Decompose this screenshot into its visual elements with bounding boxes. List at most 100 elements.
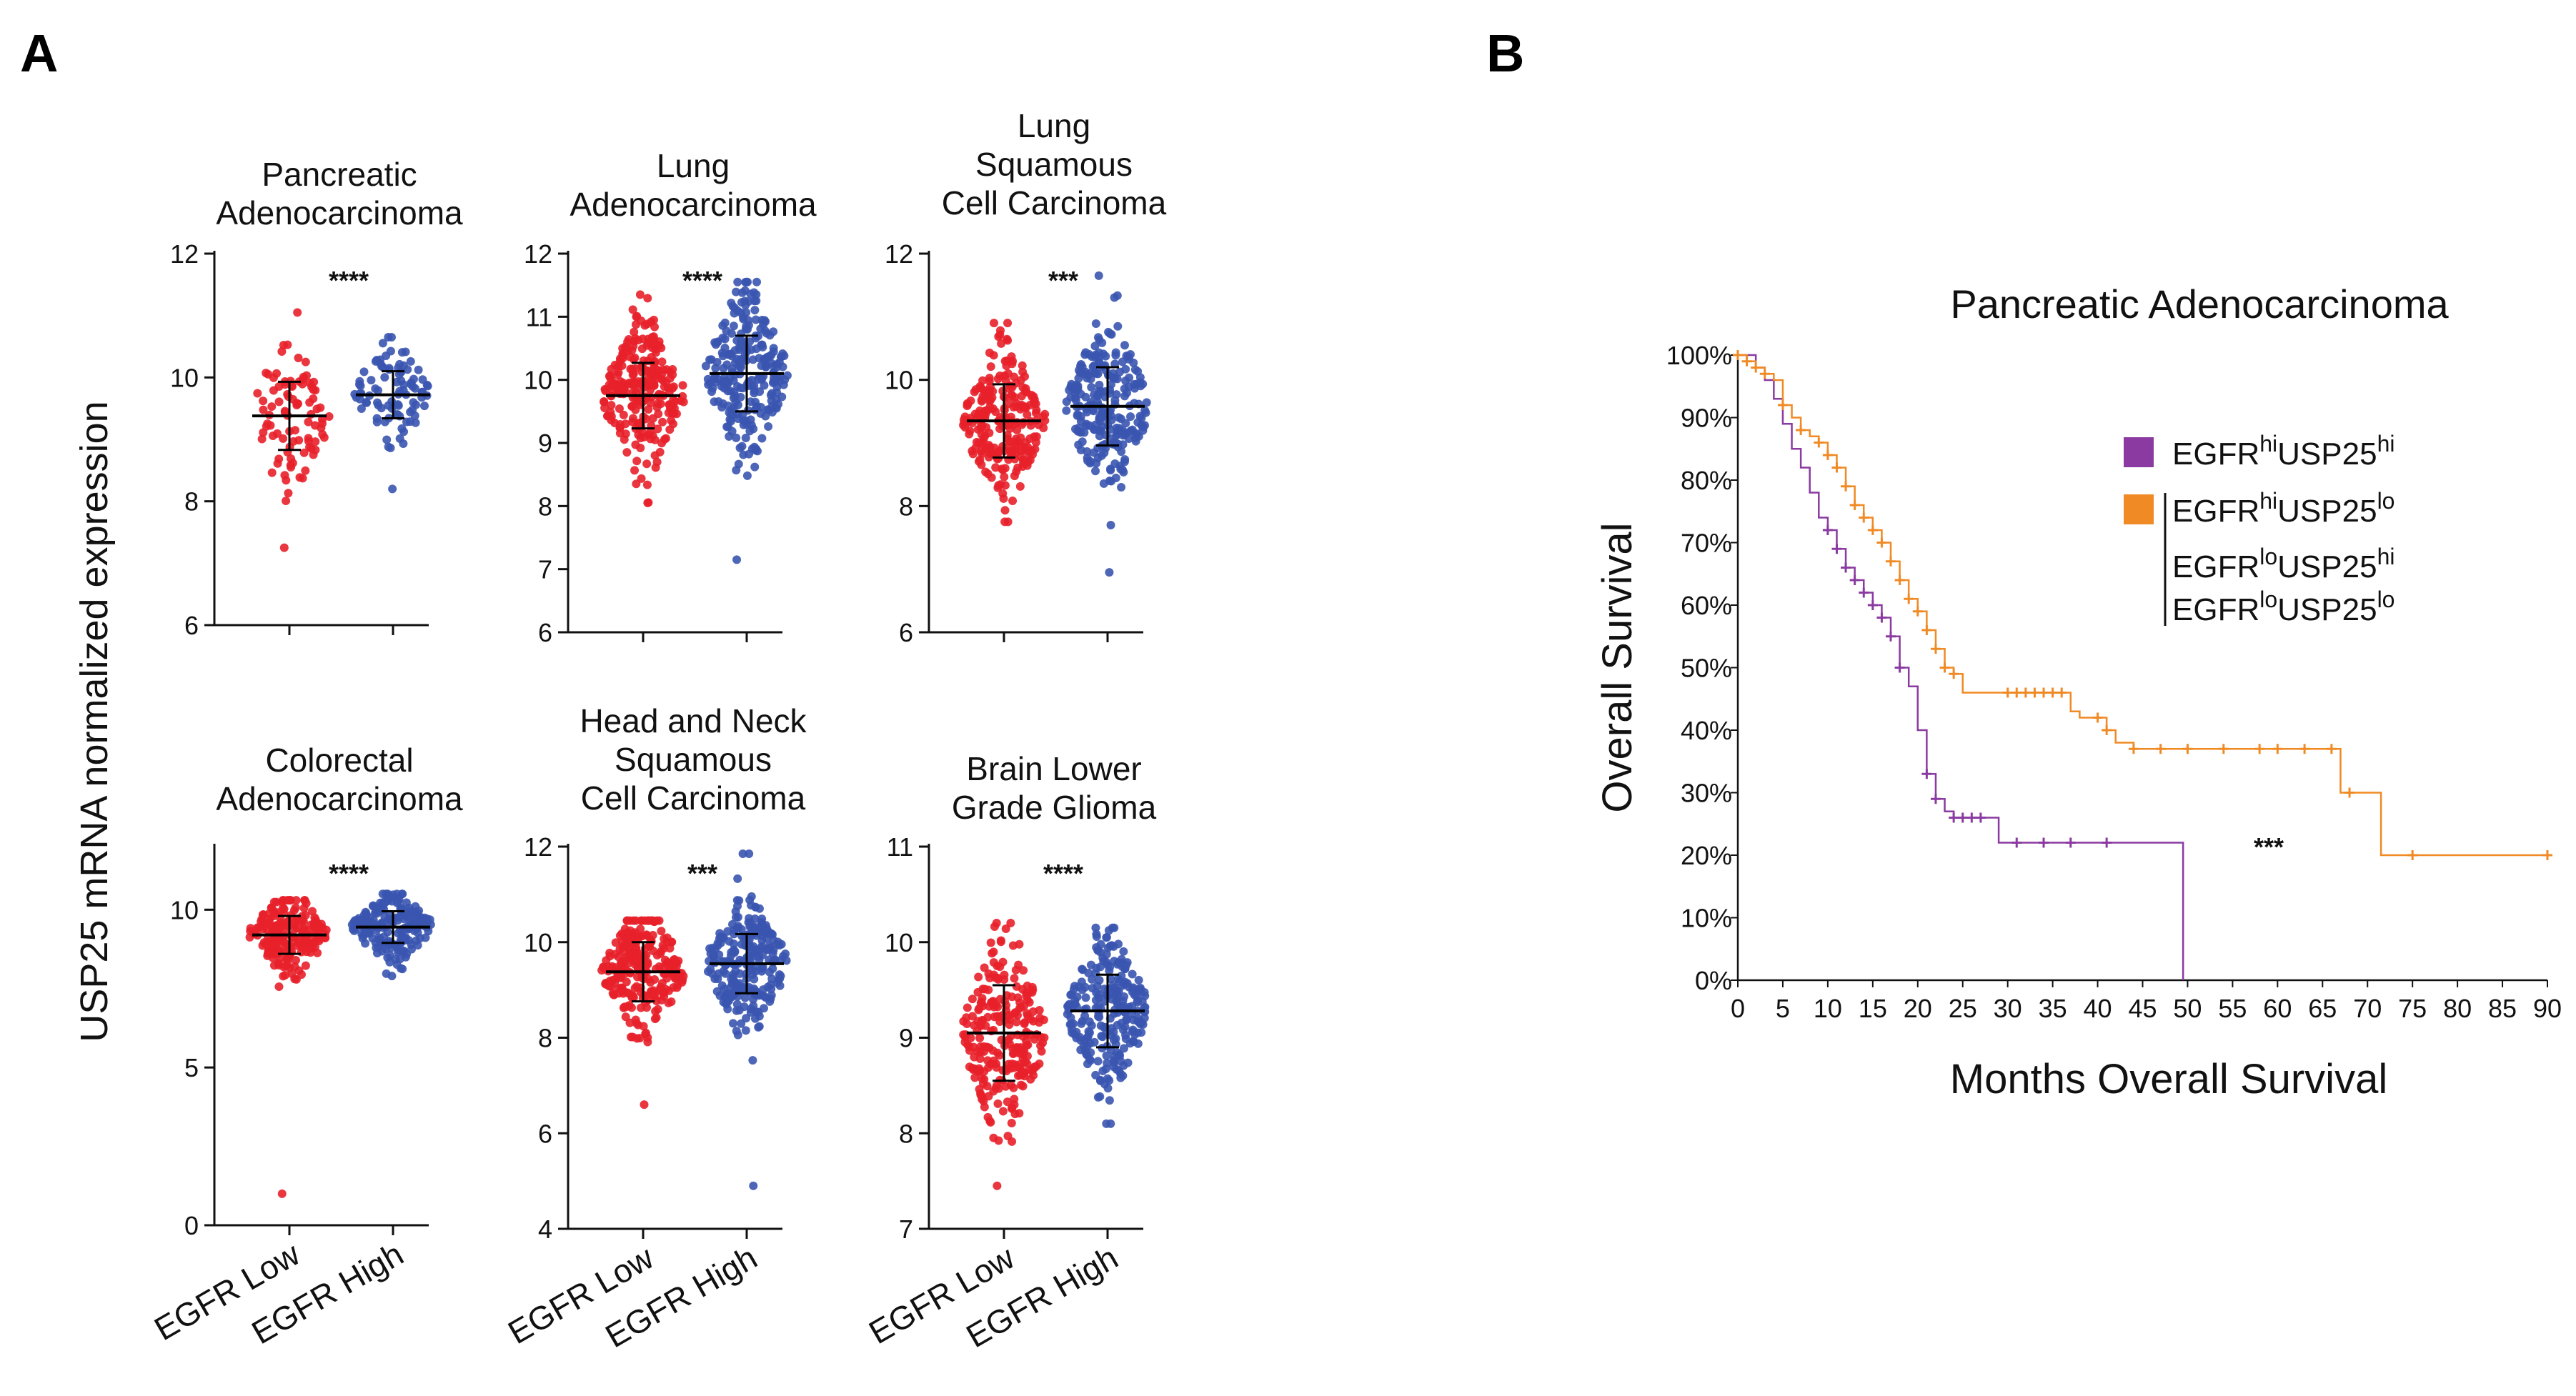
data-point — [282, 497, 291, 506]
data-point — [983, 1042, 992, 1052]
km-y-axis-label: Overall Survival — [1594, 522, 1641, 812]
y-tick-label: 12 — [524, 239, 552, 269]
km-y-tick-label: 0% — [1695, 966, 1732, 995]
data-point — [978, 449, 987, 459]
data-point — [1062, 397, 1071, 407]
data-point — [1035, 1006, 1044, 1015]
data-point — [1008, 992, 1017, 1002]
y-tick-label: 10 — [885, 366, 913, 395]
data-point — [631, 440, 640, 449]
data-point — [993, 974, 1003, 984]
data-point — [629, 414, 638, 423]
legend-superscript: lo — [2259, 587, 2277, 612]
data-point — [1000, 517, 1010, 527]
data-point — [630, 984, 640, 993]
data-point — [1081, 392, 1090, 402]
data-point — [1129, 1037, 1138, 1047]
plot-title-line: Pancreatic — [262, 156, 417, 193]
y-tick-label: 6 — [538, 1119, 552, 1148]
data-point — [647, 377, 657, 387]
data-point — [373, 398, 382, 407]
data-point — [1018, 367, 1028, 377]
data-point — [973, 987, 983, 997]
data-point — [399, 380, 408, 389]
data-point — [1090, 341, 1100, 351]
data-point — [422, 380, 432, 389]
legend-superscript: hi — [2259, 431, 2277, 457]
data-point — [647, 332, 657, 341]
data-point — [1134, 975, 1143, 984]
data-point — [995, 1017, 1005, 1027]
data-point — [1076, 362, 1085, 371]
data-point — [625, 1018, 635, 1027]
data-point — [1027, 390, 1036, 399]
data-point — [739, 416, 748, 425]
data-point — [1083, 1060, 1093, 1069]
km-x-tick-label: 25 — [1949, 994, 1977, 1023]
data-point — [959, 415, 968, 424]
data-point — [1010, 974, 1019, 983]
data-point — [767, 396, 776, 405]
data-point — [622, 916, 632, 925]
data-point — [382, 890, 392, 899]
plot-title-line: Lung — [1018, 107, 1090, 144]
data-point — [983, 469, 993, 479]
y-tick-label: 7 — [899, 1215, 913, 1244]
data-point — [637, 344, 647, 354]
data-point — [728, 919, 737, 929]
data-point — [751, 315, 760, 324]
data-point — [1132, 991, 1141, 1000]
data-point — [1108, 373, 1118, 382]
data-point — [976, 1022, 985, 1031]
data-point — [632, 956, 641, 965]
data-point — [755, 354, 764, 363]
y-tick-label: 12 — [170, 239, 199, 269]
y-tick-label: 10 — [885, 928, 913, 957]
data-point — [1081, 993, 1090, 1002]
data-point — [385, 951, 394, 960]
data-point — [755, 904, 764, 913]
data-point — [737, 1019, 746, 1028]
data-point — [605, 982, 614, 991]
data-point — [274, 397, 284, 407]
data-point — [619, 410, 628, 419]
km-series-other-groups — [1733, 350, 2552, 860]
data-point — [713, 941, 722, 950]
data-point — [741, 434, 750, 443]
data-point — [1133, 418, 1143, 427]
series-points-egfr-high — [701, 277, 792, 564]
km-x-tick-label: 5 — [1776, 994, 1790, 1023]
data-point — [1028, 982, 1037, 992]
data-point — [376, 934, 385, 944]
data-point — [259, 937, 269, 947]
data-point — [650, 451, 660, 460]
data-point — [1121, 364, 1130, 374]
data-point — [1130, 379, 1139, 389]
data-point — [1000, 464, 1010, 473]
data-point — [636, 434, 645, 443]
data-point — [1118, 431, 1128, 440]
plot-title-line: Cell Carcinoma — [942, 184, 1167, 221]
series-points-egfr-high — [347, 889, 435, 981]
km-x-tick-label: 30 — [1994, 994, 2022, 1023]
data-point — [284, 489, 293, 498]
legend-entry: EGFRhiUSP25lo — [2124, 488, 2395, 529]
panel-b-label: B — [1486, 24, 1524, 83]
data-point — [732, 555, 742, 564]
significance-label: **** — [682, 266, 722, 295]
data-point — [1020, 1019, 1029, 1029]
data-point — [1094, 1012, 1103, 1021]
data-point — [394, 401, 403, 410]
data-point — [1062, 406, 1071, 415]
data-point — [668, 365, 677, 374]
panel-a-label: A — [20, 24, 58, 83]
data-point — [989, 351, 998, 360]
km-x-tick-label: 90 — [2533, 994, 2562, 1023]
data-point — [263, 419, 272, 429]
km-curve — [1738, 354, 2184, 980]
data-point — [750, 405, 760, 414]
data-point — [271, 935, 280, 944]
data-point — [291, 426, 300, 435]
